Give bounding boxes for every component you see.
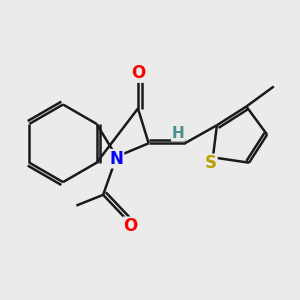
Text: S: S bbox=[205, 154, 217, 172]
Text: S: S bbox=[205, 154, 217, 172]
Text: H: H bbox=[172, 126, 184, 141]
Text: O: O bbox=[124, 217, 138, 235]
Text: H: H bbox=[172, 126, 184, 141]
Text: O: O bbox=[131, 64, 145, 82]
Text: N: N bbox=[110, 150, 124, 168]
Text: N: N bbox=[110, 150, 124, 168]
Text: O: O bbox=[131, 64, 145, 82]
Text: O: O bbox=[124, 217, 138, 235]
